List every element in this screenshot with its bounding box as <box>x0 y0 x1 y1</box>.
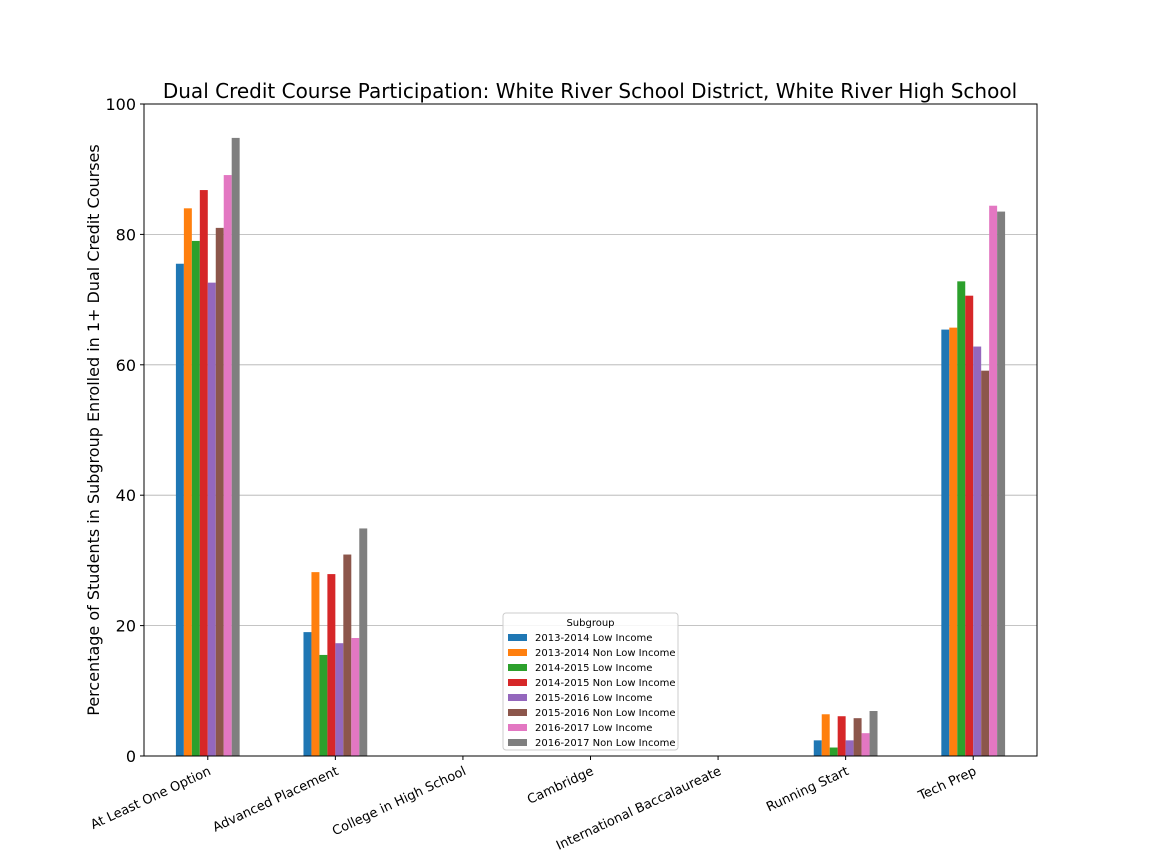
bar <box>973 346 982 756</box>
chart-title: Dual Credit Course Participation: White … <box>163 79 1017 103</box>
bar <box>853 718 862 756</box>
x-tick-label: Tech Prep <box>915 764 979 804</box>
bar <box>359 528 368 756</box>
legend: Subgroup 2013-2014 Low Income 2013-2014 No… <box>502 612 679 751</box>
bar <box>997 211 1006 756</box>
bar <box>837 716 846 756</box>
bar <box>845 740 854 756</box>
bar <box>813 740 822 756</box>
legend-box <box>502 612 679 751</box>
bar <box>957 281 966 756</box>
legend-swatch <box>508 634 527 641</box>
legend-item-label: 2016-2017 Non Low Income <box>535 738 675 749</box>
y-tick-label: 60 <box>116 356 136 375</box>
bar <box>327 574 336 756</box>
bar <box>949 327 958 756</box>
bar <box>829 747 838 756</box>
bar <box>861 733 870 756</box>
legend-swatch <box>508 664 527 671</box>
legend-swatch <box>508 679 527 686</box>
x-tick-label: At Least One Option <box>89 764 214 833</box>
y-tick-label: 80 <box>116 225 136 244</box>
x-tick-label: Cambridge <box>525 764 596 808</box>
bar <box>869 711 878 756</box>
bar <box>319 654 328 756</box>
legend-swatch <box>508 724 527 731</box>
legend-swatch <box>508 649 527 656</box>
bar <box>207 282 216 756</box>
legend-title: Subgroup <box>566 618 614 629</box>
bar <box>199 190 208 757</box>
bar <box>335 643 344 756</box>
x-tick-label: College in High School <box>330 764 468 839</box>
y-tick-label: 0 <box>126 747 136 766</box>
legend-item-label: 2015-2016 Non Low Income <box>535 708 675 719</box>
bar <box>343 554 352 756</box>
bar <box>215 227 224 756</box>
bar <box>175 263 184 756</box>
y-tick-label: 100 <box>105 95 136 114</box>
bar <box>223 175 232 756</box>
legend-item-label: 2014-2015 Low Income <box>535 663 652 674</box>
legend-swatch <box>508 694 527 701</box>
bar <box>191 240 200 757</box>
bar <box>183 208 192 756</box>
bar <box>351 637 360 756</box>
y-tick-label: 40 <box>116 486 136 505</box>
bar <box>941 329 950 756</box>
bar <box>231 137 240 757</box>
legend-swatch <box>508 709 527 716</box>
bar <box>311 572 320 756</box>
legend-item-label: 2016-2017 Low Income <box>535 723 652 734</box>
bar <box>965 295 974 756</box>
bar <box>303 632 312 756</box>
x-tick-label: Running Start <box>764 764 851 815</box>
y-tick-label: 20 <box>116 617 136 636</box>
legend-item-label: 2013-2014 Low Income <box>535 633 652 644</box>
legend-swatch <box>508 739 527 746</box>
x-tick-label: Advanced Placement <box>211 764 341 835</box>
bar <box>821 714 830 756</box>
legend-item-label: 2013-2014 Non Low Income <box>535 648 675 659</box>
legend-item-label: 2015-2016 Low Income <box>535 693 652 704</box>
bar <box>981 370 990 756</box>
legend-item-label: 2014-2015 Non Low Income <box>535 678 675 689</box>
bar <box>989 205 998 756</box>
y-axis-label: Percentage of Students in Subgroup Enrol… <box>84 144 103 715</box>
